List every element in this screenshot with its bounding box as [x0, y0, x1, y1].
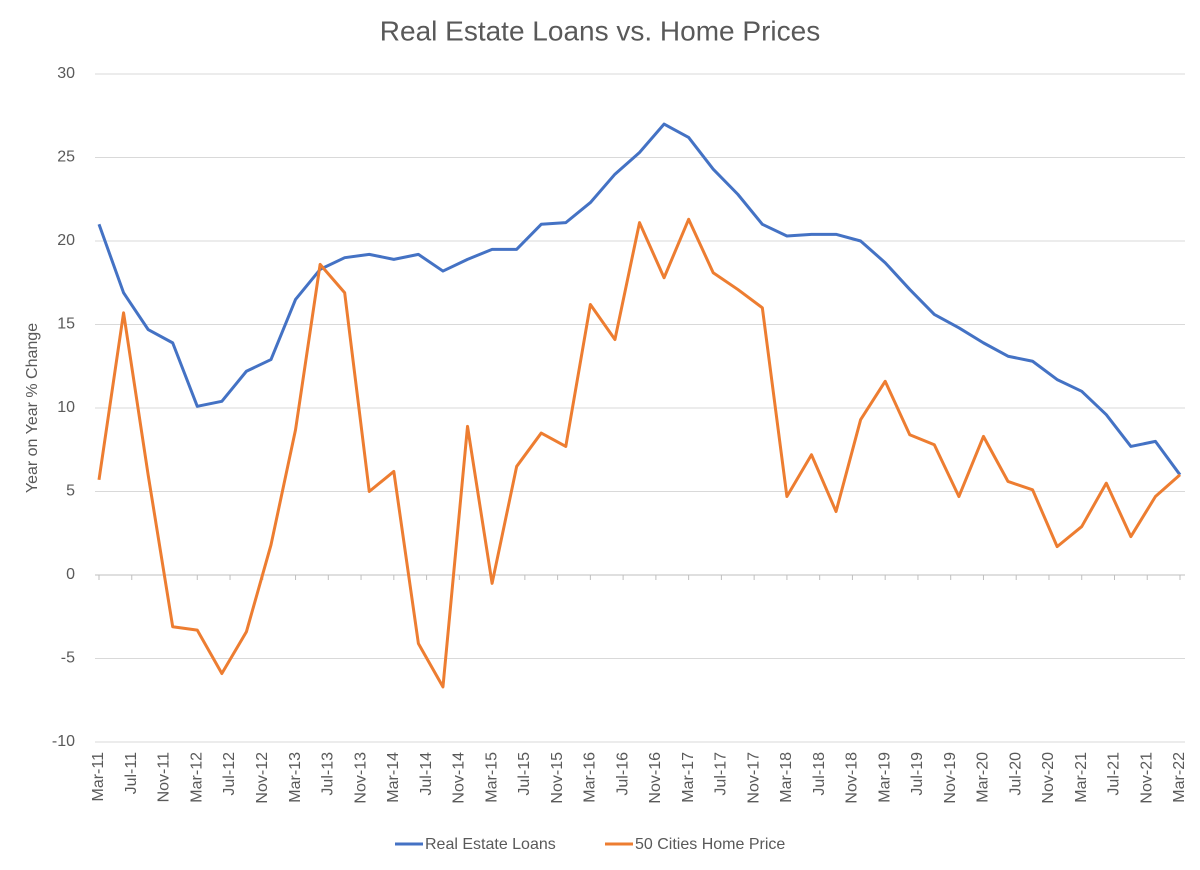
y-tick-label: 10: [57, 399, 75, 416]
x-tick-label: Nov-15: [549, 752, 566, 804]
x-tick-label: Nov-19: [942, 752, 959, 804]
y-tick-label: 0: [66, 566, 75, 583]
x-tick-label: Nov-12: [254, 752, 271, 804]
x-tick-label: Mar-20: [975, 752, 992, 803]
x-tick-label: Jul-12: [221, 752, 238, 796]
x-tick-label: Mar-18: [778, 752, 795, 803]
x-tick-label: Mar-16: [582, 752, 599, 803]
x-tick-label: Jul-17: [713, 752, 730, 796]
x-tick-label: Nov-16: [647, 752, 664, 804]
y-tick-label: 30: [57, 65, 75, 82]
x-tick-label: Jul-18: [811, 752, 828, 796]
x-tick-label: Jul-19: [909, 752, 926, 796]
y-tick-label: -10: [52, 733, 75, 750]
x-tick-label: Mar-12: [188, 752, 205, 803]
y-tick-label: -5: [61, 650, 75, 667]
x-tick-label: Jul-21: [1106, 752, 1123, 796]
x-tick-label: Nov-11: [156, 752, 173, 802]
x-tick-label: Mar-22: [1171, 752, 1188, 803]
y-tick-label: 20: [57, 232, 75, 249]
chart-title: Real Estate Loans vs. Home Prices: [380, 15, 820, 46]
x-tick-label: Jul-16: [614, 752, 631, 796]
x-tick-label: Mar-17: [680, 752, 697, 803]
y-axis-label: Year on Year % Change: [24, 323, 41, 493]
x-tick-label: Mar-19: [876, 752, 893, 803]
x-tick-label: Mar-21: [1073, 752, 1090, 803]
x-tick-label: Mar-15: [483, 752, 500, 803]
x-tick-label: Jul-15: [516, 752, 533, 796]
x-tick-label: Jul-11: [123, 752, 140, 794]
x-tick-label: Nov-14: [451, 752, 468, 804]
x-tick-label: Nov-17: [745, 752, 762, 804]
x-tick-label: Mar-11: [90, 752, 107, 802]
x-tick-label: Nov-18: [844, 752, 861, 804]
y-tick-label: 25: [57, 149, 75, 166]
x-tick-label: Mar-13: [287, 752, 304, 803]
y-tick-label: 15: [57, 316, 75, 333]
y-tick-label: 5: [66, 483, 75, 500]
x-tick-label: Nov-13: [352, 752, 369, 804]
x-tick-label: Jul-20: [1007, 752, 1024, 796]
x-tick-label: Mar-14: [385, 752, 402, 803]
x-tick-label: Nov-21: [1138, 752, 1155, 804]
legend-label: Real Estate Loans: [425, 836, 556, 853]
x-tick-label: Jul-13: [320, 752, 337, 796]
data-line: [97, 217, 1181, 689]
legend-label: 50 Cities Home Price: [635, 836, 785, 853]
x-tick-label: Nov-20: [1040, 752, 1057, 804]
data-line: [97, 122, 1182, 476]
x-tick-label: Jul-14: [418, 752, 435, 796]
